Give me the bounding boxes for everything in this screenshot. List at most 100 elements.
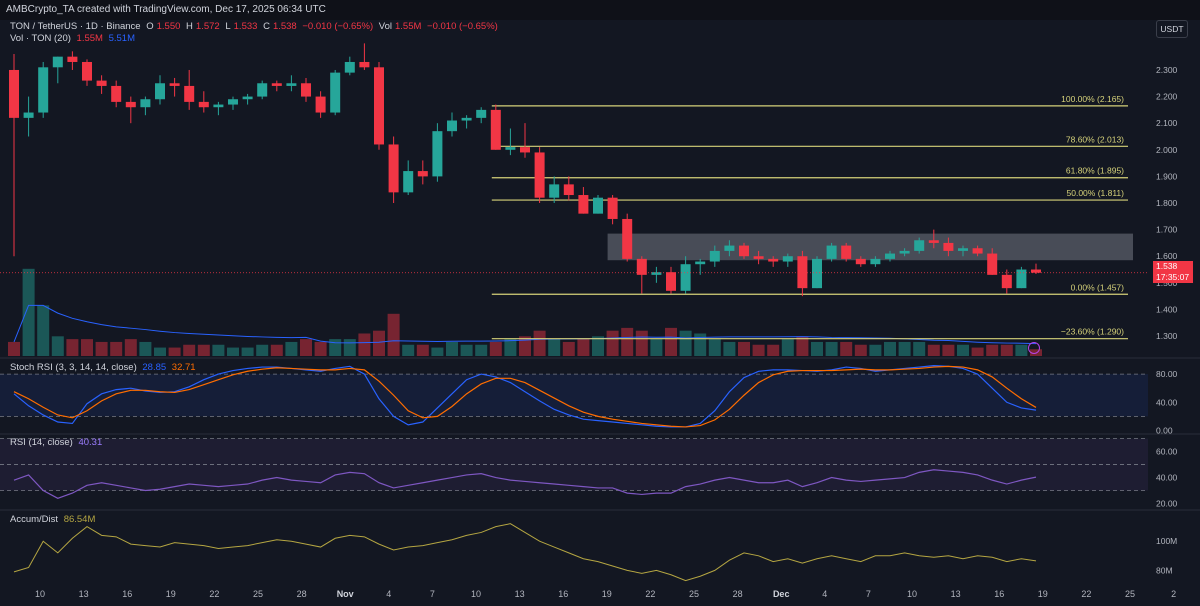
volume-bar <box>504 339 517 356</box>
candle-body <box>1031 269 1041 273</box>
time-tick-label: 7 <box>430 589 435 599</box>
price-tick-label: 2.100 <box>1156 118 1178 128</box>
volume-bar <box>183 344 196 356</box>
volume-bar <box>665 327 677 356</box>
rsi-tick-label: 60.00 <box>1156 447 1178 457</box>
candle-body <box>301 83 311 97</box>
time-tick-label: 4 <box>386 589 391 599</box>
candle-body <box>432 131 443 177</box>
close-label: C <box>263 21 270 32</box>
time-tick-label: 22 <box>209 589 219 599</box>
volume-bar <box>285 341 298 356</box>
candle-body <box>578 195 589 214</box>
volume-bar <box>1000 344 1013 356</box>
price-tick-label: 1.900 <box>1156 171 1178 181</box>
close-value: 1.538 <box>272 21 297 32</box>
vol-value: 1.55M <box>395 21 422 32</box>
top-strip <box>0 0 1200 20</box>
rsi-line <box>13 469 1037 499</box>
candle-body <box>23 112 34 118</box>
volume-legend-label: Vol · TON (20) <box>10 33 71 44</box>
candle-body <box>841 245 852 259</box>
resistance-zone <box>607 233 1133 261</box>
candle-body <box>914 240 925 251</box>
candle-body <box>476 109 487 118</box>
volume-bar <box>957 344 969 356</box>
candle-body <box>52 56 63 68</box>
volume-bar <box>1015 344 1028 356</box>
accum-dist-tick-label: 100M <box>1156 536 1177 546</box>
candle-body <box>140 99 151 108</box>
time-tick-label: 10 <box>471 589 481 599</box>
candle-body <box>257 83 268 97</box>
candle-body <box>782 256 793 262</box>
price-tick-label: 2.300 <box>1156 65 1178 75</box>
time-tick-label: 19 <box>166 589 176 599</box>
candle-body <box>549 184 560 198</box>
volume-bar <box>212 344 225 356</box>
change-value: −0.010 (−0.65%) <box>302 21 374 32</box>
volume-bar <box>825 341 838 356</box>
volume-bar <box>139 341 152 356</box>
time-tick-label: 10 <box>35 589 45 599</box>
volume-ma-line <box>13 304 1037 345</box>
candle-body <box>155 83 165 100</box>
rsi-tick-label: 20.00 <box>1156 499 1178 509</box>
volume-bar <box>738 341 750 356</box>
clock-icon[interactable] <box>1028 342 1040 354</box>
time-tick-label: 28 <box>733 589 743 599</box>
candle-body <box>607 197 618 219</box>
candle-body <box>505 147 516 150</box>
high-label: H <box>186 21 193 32</box>
candle-body <box>315 96 326 113</box>
candle-body <box>388 144 399 193</box>
volume-bar <box>256 344 269 356</box>
volume-bar <box>402 344 415 356</box>
vol-label: Vol <box>378 21 392 32</box>
volume-bar <box>679 330 692 356</box>
candle-body <box>593 197 603 214</box>
volume-bar <box>811 341 823 356</box>
symbol-name: TON / TetherUS · 1D · Binance <box>10 21 141 32</box>
candle-body <box>709 250 720 262</box>
time-tick-label: 16 <box>558 589 568 599</box>
stoch-rsi-legend: Stoch RSI (3, 3, 14, 14, close) 28.85 32… <box>10 362 199 373</box>
time-tick-label: Nov <box>337 589 354 599</box>
candle-body <box>724 245 735 251</box>
candle-body <box>344 61 355 73</box>
low-label: L <box>225 21 231 32</box>
candle-body <box>374 67 384 145</box>
candle-body <box>330 72 341 113</box>
candle-body <box>242 96 253 100</box>
volume-legend: Vol · TON (20) 1.55M 5.51M <box>10 33 138 44</box>
candles <box>9 43 1041 297</box>
candle-body <box>38 67 49 113</box>
candle-body <box>213 104 224 108</box>
volume-bar <box>942 344 955 356</box>
time-tick-label: 2 <box>1171 589 1176 599</box>
fib-retracement: 100.00% (2.165) 78.60% (2.013) 61.80% (1.8… <box>491 94 1128 340</box>
candle-body <box>1016 269 1027 289</box>
stoch-rsi-band <box>0 374 1148 417</box>
volume-bar <box>66 339 79 356</box>
rsi-axis: 60.00 40.00 20.00 <box>1156 447 1178 509</box>
volume-bar <box>475 344 488 356</box>
currency-button[interactable]: USDT <box>1156 20 1188 38</box>
time-tick-label: 28 <box>297 589 307 599</box>
candle-body <box>228 99 238 105</box>
vol-change-value: −0.010 (−0.65%) <box>427 21 498 32</box>
accum-dist-line <box>13 523 1037 582</box>
candle-body <box>928 240 939 243</box>
attribution-text: AMBCrypto_TA created with TradingView.co… <box>6 4 326 15</box>
time-tick-label: Dec <box>773 589 790 599</box>
volume-bar <box>197 344 210 356</box>
volume-bar <box>416 344 429 356</box>
volume-bar <box>168 347 181 356</box>
candle-body <box>666 272 676 291</box>
candle-body <box>753 256 764 259</box>
volume-bar <box>562 341 575 356</box>
accum-dist-tick-label: 80M <box>1156 565 1173 575</box>
candle-body <box>680 264 691 291</box>
candle-body <box>870 258 881 265</box>
